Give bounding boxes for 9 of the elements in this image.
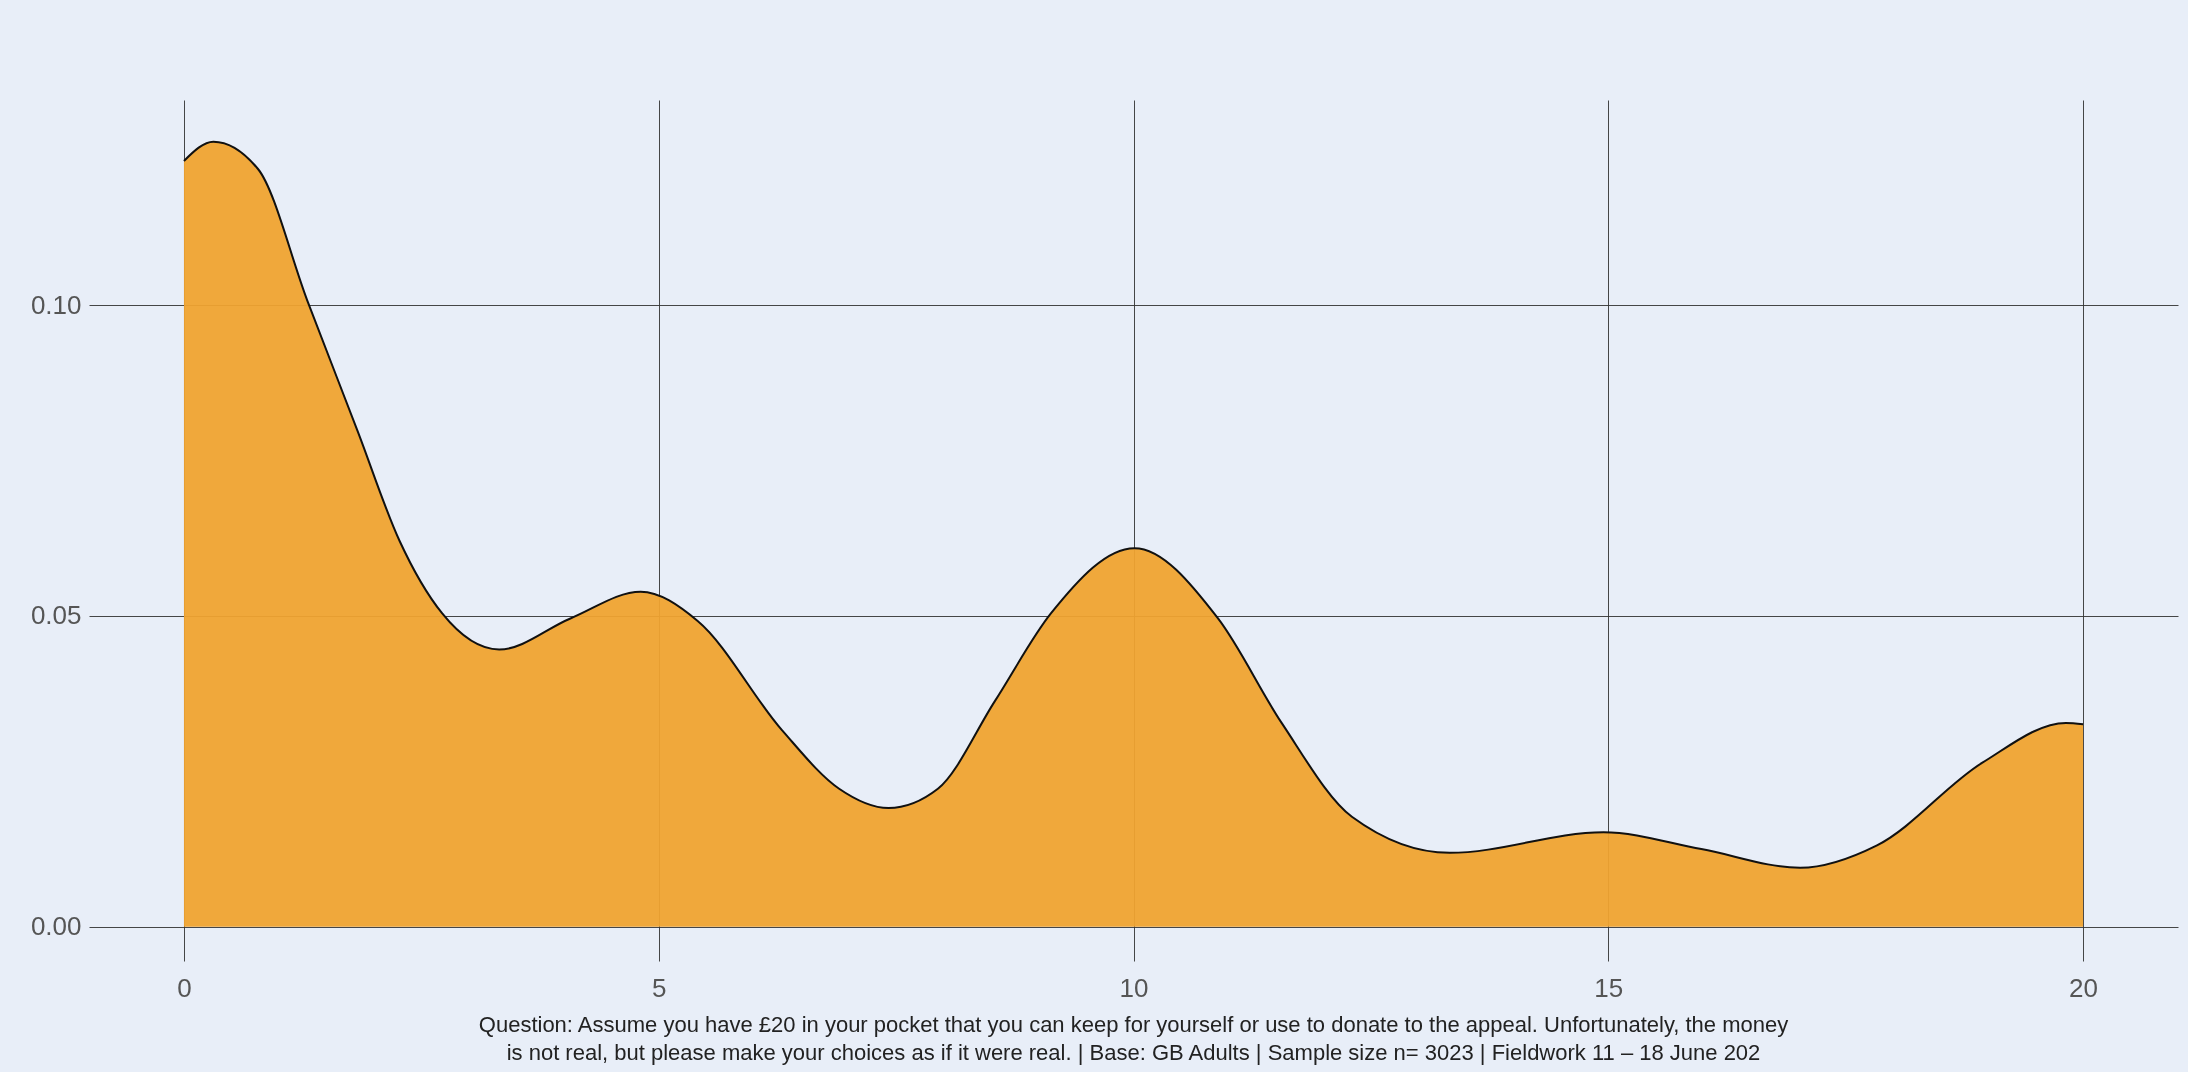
text: Question: Assume you have £20 in your pocket that you can keep for yourself or use to donate to the appeal. Unfortunately, the money is not real, but please make your choices as if it were real. | Base: GB Adults | Sample size n= 3023 | Fieldwork 11 – 18 June 202: [478, 1012, 1789, 1065]
y-tick-label: 0.00: [30, 911, 82, 942]
x-tick-label: 20: [2069, 972, 2099, 1003]
y-tick-label: 0.10: [30, 289, 82, 320]
x-tick-label: 10: [1119, 972, 1149, 1003]
x-tick-label: 5: [651, 972, 667, 1003]
y-tick-label: 0.05: [30, 600, 82, 631]
x-tick-label: 0: [177, 972, 192, 1003]
x-tick-label: 15: [1594, 972, 1624, 1003]
